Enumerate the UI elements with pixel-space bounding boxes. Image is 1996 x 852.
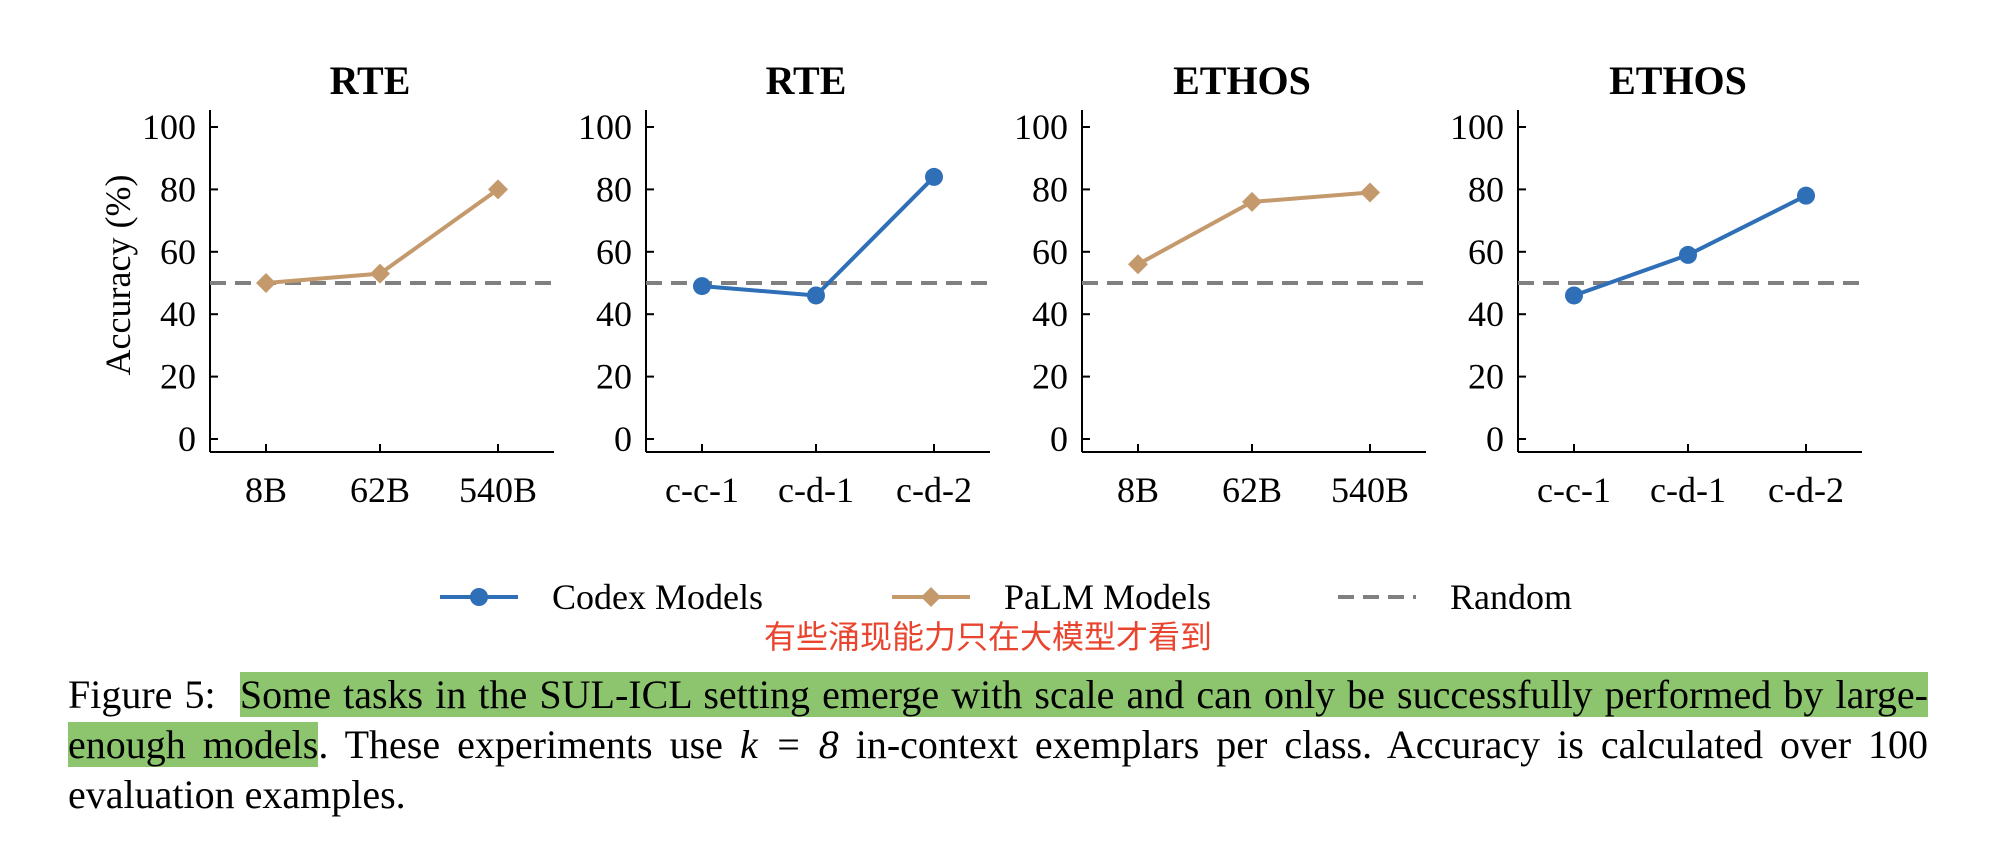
y-tick-label: 40: [1032, 294, 1068, 334]
x-tick-label: 8B: [1117, 470, 1159, 510]
chinese-annotation-note: 有些涌现能力只在大模型才看到: [764, 618, 1212, 656]
y-tick-label: 100: [1450, 107, 1504, 147]
y-tick-label: 0: [1050, 419, 1068, 459]
y-tick-label: 40: [596, 294, 632, 334]
chart-title: ETHOS: [1609, 58, 1747, 103]
data-point-diamond: [1128, 254, 1148, 275]
x-tick-label: c-d-1: [1650, 470, 1726, 510]
data-point-circle: [693, 277, 711, 296]
y-tick-label: 0: [178, 419, 196, 459]
y-tick-label: 100: [1014, 107, 1068, 147]
caption-prefix: Figure 5:: [68, 672, 216, 717]
y-tick-label: 100: [142, 107, 196, 147]
y-tick-label: 20: [160, 357, 196, 397]
y-tick-label: 80: [596, 169, 632, 209]
data-point-diamond: [256, 273, 276, 293]
chart-panel-1: RTE 0 20 40 60 80 100 8B 62B 540B Accuracy (%): [98, 58, 554, 510]
legend-label: PaLM Models: [1004, 577, 1211, 617]
caption-text-2: in-context exemplars per class. Accuracy…: [68, 722, 1929, 817]
y-tick-label: 60: [1468, 232, 1504, 272]
chart-panel-2: RTE 0 20 40 60 80 100 c-c-1 c-d-1 c-d-2: [578, 58, 990, 510]
series-line: [1573, 193, 1807, 298]
y-tick-label: 80: [1032, 169, 1068, 209]
y-tick-label: 20: [1468, 357, 1504, 397]
legend-marker-diamond: [921, 587, 941, 607]
y-tick-label: 0: [1486, 419, 1504, 459]
y-tick-label: 60: [1032, 232, 1068, 272]
data-point-circle: [1679, 245, 1697, 264]
y-tick-label: 20: [1032, 357, 1068, 397]
x-tick-label: 62B: [350, 470, 410, 510]
x-tick-label: 540B: [459, 470, 537, 510]
y-tick-label: 80: [160, 169, 196, 209]
chart-panel-3: ETHOS 0 20 40 60 80 100 8B 62B 540B: [1014, 58, 1426, 510]
y-tick-label: 80: [1468, 169, 1504, 209]
y-tick-label: 0: [614, 419, 632, 459]
caption-text-1: . These experiments use: [318, 722, 723, 767]
x-tick-label: 540B: [1331, 470, 1409, 510]
data-point-diamond: [1242, 191, 1262, 212]
chart-title: ETHOS: [1173, 58, 1311, 103]
y-tick-label: 20: [596, 357, 632, 397]
legend-item-codex-models: Codex Models: [440, 577, 763, 617]
series-line: [701, 175, 936, 298]
figure-canvas: RTE 0 20 40 60 80 100 8B 62B 540B Accuracy (%) RTE 0…: [98, 58, 1862, 656]
data-point-circle: [807, 286, 825, 305]
chart-panel-4: ETHOS 0 20 40 60 80 100 c-c-1 c-d-1 c-d-2: [1450, 58, 1862, 510]
data-point-circle: [1565, 286, 1583, 305]
x-tick-label: 62B: [1222, 470, 1282, 510]
x-tick-label: c-c-1: [1537, 470, 1611, 510]
legend-item-palm-models: PaLM Models: [892, 577, 1211, 617]
y-axis-label: Accuracy (%): [98, 175, 138, 376]
x-tick-label: 8B: [245, 470, 287, 510]
legend-label: Random: [1450, 577, 1572, 617]
y-tick-label: 60: [160, 232, 196, 272]
y-tick-label: 100: [578, 107, 632, 147]
data-point-circle: [925, 167, 943, 186]
data-point-diamond: [370, 263, 390, 284]
x-tick-label: c-c-1: [665, 470, 739, 510]
y-tick-label: 40: [160, 294, 196, 334]
chart-title: RTE: [766, 58, 847, 103]
legend: Codex Models PaLM Models Random: [440, 577, 1572, 617]
data-point-diamond: [1360, 182, 1380, 203]
data-point-circle: [1797, 186, 1815, 205]
y-tick-label: 60: [596, 232, 632, 272]
legend-marker-circle: [470, 588, 488, 606]
legend-item-random: Random: [1338, 577, 1572, 617]
figure-caption: Figure 5: Some tasks in the SUL-ICL sett…: [68, 670, 1928, 820]
data-point-diamond: [488, 179, 508, 200]
chart-title: RTE: [330, 58, 411, 103]
y-tick-label: 40: [1468, 294, 1504, 334]
x-tick-label: c-d-2: [896, 470, 972, 510]
caption-math: k = 8: [739, 722, 839, 767]
legend-label: Codex Models: [552, 577, 763, 617]
x-tick-label: c-d-1: [778, 470, 854, 510]
x-tick-label: c-d-2: [1768, 470, 1844, 510]
